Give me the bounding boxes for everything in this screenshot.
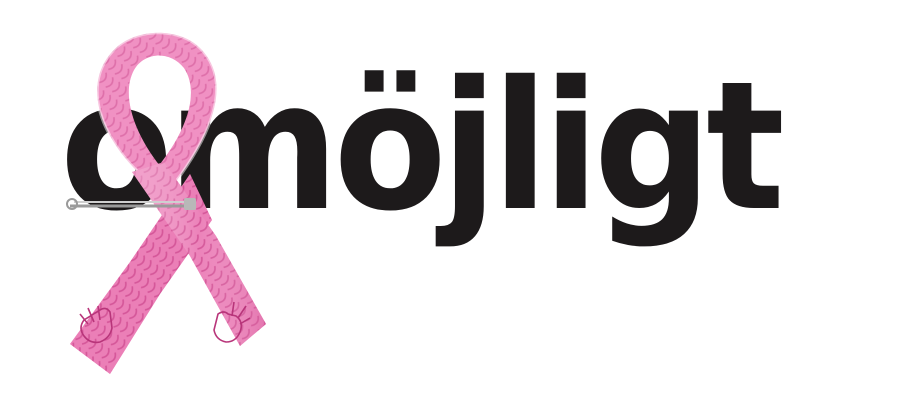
ribbon-hand-right — [213, 301, 251, 343]
ribbon-hand-left — [79, 305, 113, 344]
ribbon-right-tail — [132, 162, 266, 346]
safety-pin-icon — [66, 198, 196, 210]
ribbon-loop — [95, 31, 219, 193]
pink-ribbon-icon — [66, 31, 266, 374]
